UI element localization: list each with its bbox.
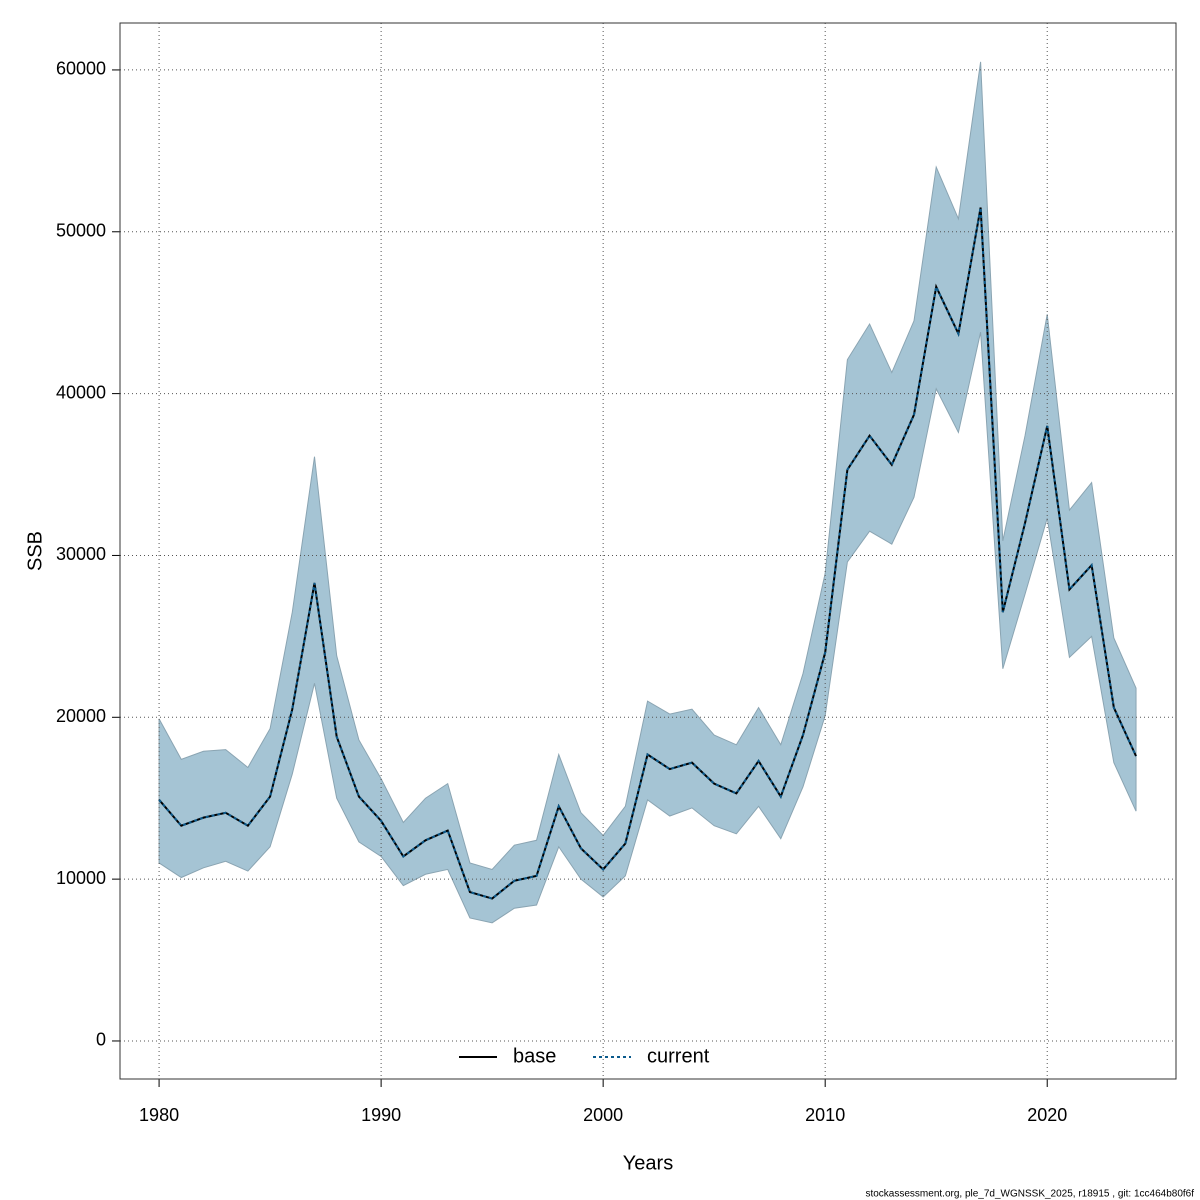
x-tick-label: 2020 — [1027, 1105, 1067, 1125]
x-tick-label: 1990 — [361, 1105, 401, 1125]
plot-frame — [119, 22, 1177, 1080]
series-line — [158, 207, 1137, 900]
x-tick-label: 2010 — [805, 1105, 845, 1125]
y-tick-label: 10000 — [56, 868, 106, 888]
y-tick-label: 50000 — [56, 221, 106, 241]
x-axis-label: Years — [623, 1152, 673, 1174]
y-tick-label: 30000 — [56, 544, 106, 564]
x-tick-label: 2000 — [583, 1105, 623, 1125]
footer: stockassessment.org, ple_7d_WGNSSK_2025,… — [865, 1189, 1194, 1200]
y-tick-label: 40000 — [56, 382, 106, 402]
y-tick-label: 20000 — [56, 706, 106, 726]
y-tick-label: 0 — [96, 1030, 106, 1050]
legend-label: base — [513, 1045, 556, 1067]
y-tick-label: 60000 — [56, 59, 106, 79]
y-axis-label: SSB — [24, 531, 46, 571]
legend-label: current — [647, 1045, 710, 1067]
confidence-band — [158, 61, 1137, 924]
x-tick-label: 1980 — [139, 1105, 179, 1125]
